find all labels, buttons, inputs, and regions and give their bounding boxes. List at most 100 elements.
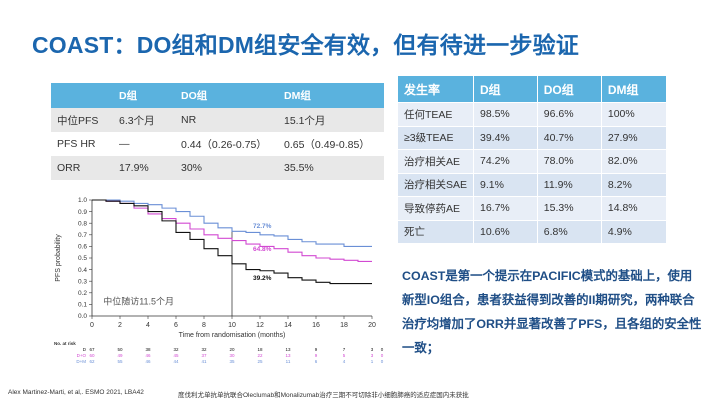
- safety-header-cell: 发生率: [398, 76, 474, 102]
- series-line-dm: [92, 199, 372, 263]
- risk-value: 9: [315, 347, 318, 352]
- table-cell: 任何TEAE: [398, 102, 474, 126]
- table-cell: 96.6%: [537, 102, 602, 126]
- table-cell: 14.8%: [601, 196, 667, 220]
- risk-value: 32: [201, 347, 207, 352]
- risk-value: 0: [381, 359, 384, 364]
- series-label-do: 72.7%: [253, 223, 272, 230]
- safety-header-cell: DO组: [537, 76, 602, 102]
- table-row: 死亡 10.6% 6.8% 4.9%: [398, 219, 667, 243]
- risk-value: 44: [173, 359, 179, 364]
- efficacy-header-cell: D组: [113, 83, 175, 108]
- table-cell: 17.9%: [113, 156, 175, 180]
- table-cell: 35.5%: [278, 156, 384, 180]
- risk-value: 37: [201, 353, 207, 358]
- efficacy-header-cell: [51, 83, 113, 108]
- series-line-do: [92, 199, 372, 247]
- risk-value: 46: [145, 353, 151, 358]
- table-cell: 治疗相关SAE: [398, 172, 474, 196]
- table-cell: ≥3级TEAE: [398, 125, 474, 149]
- risk-value: 22: [257, 353, 263, 358]
- table-cell: 10.6%: [474, 219, 538, 243]
- risk-value: 4: [343, 359, 346, 364]
- risk-value: 46: [145, 359, 151, 364]
- table-cell: 15.3%: [537, 196, 602, 220]
- risk-table-title: No. at risk: [54, 341, 76, 346]
- table-cell: 82.0%: [601, 149, 667, 173]
- y-tick-label: 0.4: [78, 267, 87, 274]
- risk-value: 67: [89, 347, 95, 352]
- summary-text: COAST是第一个提示在PACIFIC模式的基础上，使用新型IO组合，患者获益得…: [402, 269, 702, 355]
- safety-table-header: 发生率 D组 DO组 DM组: [398, 76, 667, 102]
- x-tick-label: 10: [228, 322, 236, 329]
- table-cell: 导致停药AE: [398, 196, 474, 220]
- x-axis-label: Time from randomisation (months): [179, 332, 286, 339]
- table-cell: 98.5%: [474, 102, 538, 126]
- risk-value: 0: [381, 347, 384, 352]
- x-tick-label: 0: [90, 322, 94, 329]
- table-cell: PFS HR: [51, 132, 113, 156]
- table-row: 任何TEAE 98.5% 96.6% 100%: [398, 102, 667, 126]
- series-label-d: 39.2%: [253, 275, 272, 282]
- risk-value: 25: [257, 359, 263, 364]
- x-tick-label: 16: [312, 322, 320, 329]
- table-row: ≥3级TEAE 39.4% 40.7% 27.9%: [398, 125, 667, 149]
- table-cell: 74.2%: [474, 149, 538, 173]
- risk-value: 11: [286, 359, 291, 364]
- risk-value: 20: [229, 347, 235, 352]
- risk-value: 35: [229, 359, 235, 364]
- table-cell: 16.7%: [474, 196, 538, 220]
- risk-value: 32: [173, 347, 179, 352]
- series-line-d: [92, 199, 372, 285]
- table-cell: 6.8%: [537, 219, 602, 243]
- table-cell: 78.0%: [537, 149, 602, 173]
- risk-value: 60: [89, 353, 95, 358]
- y-tick-label: 0.9: [78, 209, 87, 216]
- table-cell: 死亡: [398, 219, 474, 243]
- table-cell: 4.9%: [601, 219, 667, 243]
- table-row: ORR 17.9% 30% 35.5%: [51, 156, 384, 180]
- risk-value: 9: [315, 353, 318, 358]
- y-tick-label: 0.3: [78, 278, 87, 285]
- risk-value: 41: [201, 359, 207, 364]
- km-pfs-chart: 0.00.10.20.30.40.50.60.70.80.91.00 2 4 6 8 10…: [54, 197, 384, 364]
- table-cell: 6.3个月: [113, 108, 175, 132]
- table-row: 中位PFS 6.3个月 NR 15.1个月: [51, 108, 384, 132]
- y-tick-label: 1.0: [78, 197, 87, 204]
- table-cell: 中位PFS: [51, 108, 113, 132]
- y-tick-label: 0.6: [78, 244, 87, 251]
- table-row: 治疗相关AE 74.2% 78.0% 82.0%: [398, 149, 667, 173]
- y-tick-label: 0.8: [78, 220, 87, 227]
- table-cell: 0.44（0.26-0.75）: [175, 132, 278, 156]
- x-tick-label: 8: [202, 322, 206, 329]
- y-tick-label: 0.5: [78, 255, 87, 262]
- x-tick-label: 20: [368, 322, 376, 329]
- risk-value: 13: [285, 353, 291, 358]
- efficacy-header-cell: DO组: [175, 83, 278, 108]
- table-cell: 15.1个月: [278, 108, 384, 132]
- risk-value: 38: [145, 347, 151, 352]
- footer-citation: Alex Martinez-Marti, et al,. ESMO 2021, …: [8, 389, 144, 396]
- x-tick-label: 6: [174, 322, 178, 329]
- table-cell: 0.65（0.49-0.85）: [278, 132, 384, 156]
- table-cell: NR: [175, 108, 278, 132]
- risk-value: 45: [173, 353, 179, 358]
- x-tick-label: 2: [118, 322, 122, 329]
- risk-row-label: D: [83, 347, 87, 352]
- risk-value: 30: [229, 353, 235, 358]
- risk-value: 50: [117, 347, 123, 352]
- risk-value: 62: [89, 359, 95, 364]
- x-tick-label: 18: [340, 322, 348, 329]
- safety-header-cell: D组: [474, 76, 538, 102]
- risk-value: 18: [257, 347, 263, 352]
- risk-value: 0: [381, 353, 384, 358]
- risk-value: 3: [371, 347, 374, 352]
- page-title: COAST：DO组和DM组安全有效，但有待进一步验证: [32, 32, 579, 58]
- table-row: 治疗相关SAE 9.1% 11.9% 8.2%: [398, 172, 667, 196]
- table-cell: 100%: [601, 102, 667, 126]
- risk-value: 55: [117, 359, 123, 364]
- table-cell: 30%: [175, 156, 278, 180]
- safety-table: 发生率 D组 DO组 DM组 任何TEAE 98.5% 96.6% 100% ≥…: [398, 76, 667, 243]
- y-axis-label: PFS probability: [55, 234, 62, 282]
- table-cell: 11.9%: [537, 172, 602, 196]
